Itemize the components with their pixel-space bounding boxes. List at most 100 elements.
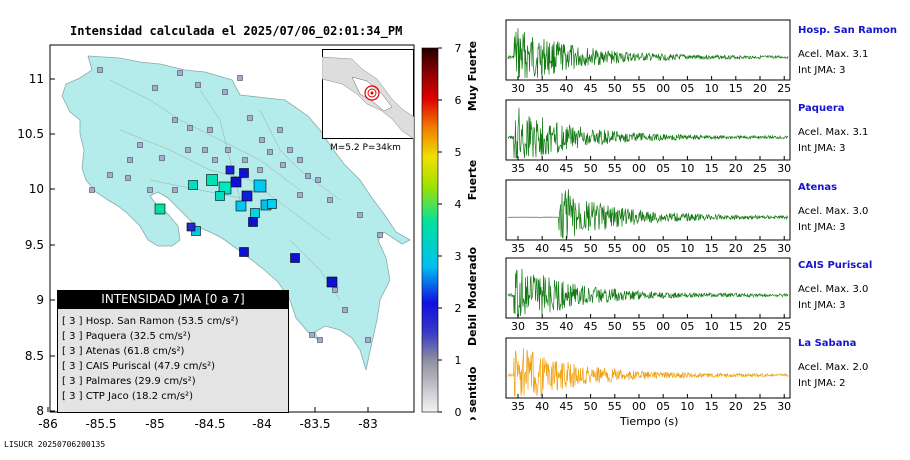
time-tick-label: 30 [777, 242, 791, 255]
time-tick-label: 10 [680, 162, 694, 175]
time-tick-label: 50 [608, 82, 622, 95]
station-marker [177, 70, 183, 76]
time-tick-label: 35 [511, 242, 525, 255]
time-tick-label: 35 [535, 82, 549, 95]
seismogram-panel: 35 40 45 50 55 00 05 10 15 20 25 30 [505, 179, 791, 255]
time-tick-label: 10 [680, 400, 694, 413]
colorbar-tick: 3 [455, 250, 462, 263]
station-marker [202, 147, 208, 153]
waveform-trace [507, 268, 789, 317]
time-tick-label: 50 [584, 242, 598, 255]
legend-level: [ 3 ] [62, 316, 83, 327]
station-marker [305, 173, 311, 179]
time-tick-label: 30 [777, 162, 791, 175]
time-tick-label: 00 [656, 320, 670, 333]
colorbar-label: No sentido [466, 366, 479, 420]
station-name: La Sabana [798, 338, 857, 349]
legend-item: [ 3 ] Paquera (32.5 cm/s²) [58, 329, 288, 344]
y-tick-label: 10 [29, 182, 44, 196]
station-marker [365, 337, 371, 343]
colorbar-tick: 0 [455, 406, 462, 419]
time-tick-label: 55 [632, 82, 646, 95]
time-tick-label: 05 [656, 242, 670, 255]
colorbar-label: Fuerte [466, 160, 479, 200]
colorbar-label: Debil [466, 314, 479, 346]
time-tick-label: 10 [680, 242, 694, 255]
time-tick-label: 40 [535, 162, 549, 175]
station-marker [137, 142, 143, 148]
x-tick-label: -84.5 [194, 417, 225, 431]
station-marker [357, 212, 363, 218]
station-marker [237, 75, 243, 81]
legend-header: INTENSIDAD JMA [0 a 7] [57, 290, 289, 308]
y-tick-label: 10.5 [17, 127, 44, 141]
station-marker [267, 199, 277, 209]
time-tick-label: 35 [535, 320, 549, 333]
legend-station-name: CAIS Puriscal [85, 361, 154, 372]
station-marker [147, 187, 153, 193]
station-marker [287, 147, 293, 153]
time-tick-label: 00 [632, 400, 646, 413]
station-marker [107, 172, 113, 178]
colorbar-tick: 6 [455, 94, 462, 107]
station-int: Int JMA: 2 [798, 378, 846, 389]
station-marker [235, 200, 247, 212]
station-marker [97, 67, 103, 73]
time-tick-label: 25 [777, 82, 791, 95]
x-tick-label: -84 [252, 417, 272, 431]
waveform-trace [507, 107, 789, 159]
time-tick-label: 50 [584, 400, 598, 413]
station-int: Int JMA: 3 [798, 300, 846, 311]
station-name: CAIS Puriscal [798, 260, 873, 271]
time-tick-label: 10 [705, 320, 719, 333]
time-tick-label: 45 [559, 242, 573, 255]
time-tick-label: 15 [705, 242, 719, 255]
legend-station-name: Atenas [85, 346, 124, 357]
time-tick-label: 45 [584, 320, 598, 333]
seismogram-panels[interactable]: 30 35 40 45 50 55 00 05 10 15 20 25 35 40 45 50 55 00 05 10… [500, 0, 800, 440]
time-tick-label: 25 [753, 162, 767, 175]
time-tick-label: 15 [729, 82, 743, 95]
station-marker [326, 276, 338, 288]
time-tick-label: 20 [729, 162, 743, 175]
time-tick-label: 30 [777, 400, 791, 413]
station-marker [250, 208, 260, 218]
colorbar-tick: 4 [455, 198, 462, 211]
station-marker [195, 82, 201, 88]
legend-box: [ 3 ] Hosp. San Ramon (53.5 cm/s²)[ 3 ] … [57, 308, 289, 413]
y-tick-label: 9 [36, 293, 44, 307]
station-int: Int JMA: 3 [798, 65, 846, 76]
station-marker [222, 89, 228, 95]
y-tick-label: 8.5 [25, 349, 44, 363]
colorbar-tick: 5 [455, 146, 462, 159]
legend-station-name: CTP Jaco [85, 391, 132, 402]
station-acel: Acel. Max. 3.0 [798, 206, 869, 217]
intensity-colorbar: 7 6 5 4 3 2 1 0 Muy Fuerte Fuerte Moderado Debil No … [421, 41, 479, 420]
legend-value: (53.5 cm/s²) [177, 316, 239, 327]
station-marker [309, 332, 315, 338]
station-marker [327, 197, 333, 203]
station-marker [247, 115, 253, 121]
legend-value: (47.9 cm/s²) [153, 361, 215, 372]
colorbar-label: Muy Fuerte [466, 41, 479, 111]
time-tick-label: 20 [753, 320, 767, 333]
time-tick-label: 10 [705, 82, 719, 95]
station-marker [225, 147, 231, 153]
time-tick-label: 45 [584, 82, 598, 95]
station-marker [241, 190, 253, 202]
time-tick-label: 55 [608, 242, 622, 255]
colorbar-tick: 7 [455, 42, 462, 55]
station-marker [207, 127, 213, 133]
station-marker [125, 175, 131, 181]
x-tick-label: -83.5 [299, 417, 330, 431]
legend-value: (61.8 cm/s²) [123, 346, 185, 357]
time-tick-label: 30 [511, 320, 525, 333]
station-name: Paquera [798, 103, 845, 114]
footer-id: LISUCR 20250706200135 [4, 440, 106, 449]
legend-item: [ 3 ] CTP Jaco (18.2 cm/s²) [58, 389, 288, 404]
time-tick-label: 55 [632, 320, 646, 333]
x-tick-label: -86 [38, 417, 58, 431]
time-tick-label: 40 [559, 320, 573, 333]
seismogram-panel: 30 35 40 45 50 55 00 05 10 15 20 25 [505, 257, 791, 333]
time-tick-label: 15 [729, 320, 743, 333]
